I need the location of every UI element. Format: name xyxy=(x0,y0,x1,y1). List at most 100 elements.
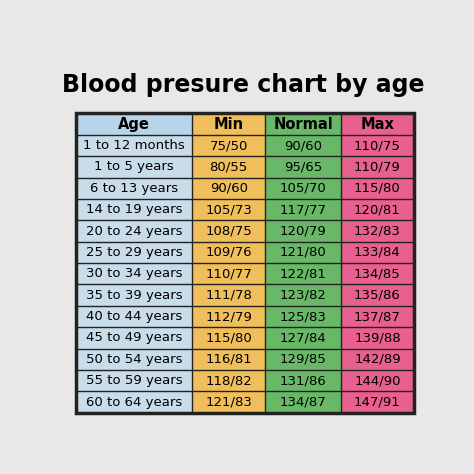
Bar xyxy=(265,284,341,306)
Bar xyxy=(341,284,414,306)
Bar xyxy=(192,284,265,306)
Text: 121/80: 121/80 xyxy=(280,246,327,259)
Text: 110/79: 110/79 xyxy=(354,160,401,173)
Text: 110/77: 110/77 xyxy=(205,267,252,280)
Text: 135/86: 135/86 xyxy=(354,289,401,301)
Text: 75/50: 75/50 xyxy=(210,139,248,152)
Text: 50 to 54 years: 50 to 54 years xyxy=(86,353,182,366)
Text: 40 to 44 years: 40 to 44 years xyxy=(86,310,182,323)
Bar xyxy=(265,392,341,413)
Bar xyxy=(341,178,414,199)
Bar xyxy=(265,178,341,199)
Bar xyxy=(265,156,341,178)
Bar xyxy=(265,242,341,263)
Bar xyxy=(192,392,265,413)
Text: 117/77: 117/77 xyxy=(280,203,327,216)
Text: Min: Min xyxy=(214,117,244,132)
Text: 131/86: 131/86 xyxy=(280,374,327,387)
Text: 134/85: 134/85 xyxy=(354,267,401,280)
Bar xyxy=(341,370,414,392)
Text: 122/81: 122/81 xyxy=(280,267,327,280)
Bar xyxy=(192,199,265,220)
Bar xyxy=(265,306,341,327)
Text: Blood presure chart by age: Blood presure chart by age xyxy=(62,73,424,97)
Text: 90/60: 90/60 xyxy=(284,139,322,152)
Text: 115/80: 115/80 xyxy=(354,182,401,195)
Bar xyxy=(76,113,192,135)
Text: 1 to 5 years: 1 to 5 years xyxy=(94,160,174,173)
Text: 139/88: 139/88 xyxy=(354,331,401,345)
Bar xyxy=(341,306,414,327)
Text: 109/76: 109/76 xyxy=(205,246,252,259)
Text: 112/79: 112/79 xyxy=(205,310,252,323)
Text: Age: Age xyxy=(118,117,150,132)
Bar xyxy=(76,113,414,413)
Text: 129/85: 129/85 xyxy=(280,353,327,366)
Text: 60 to 64 years: 60 to 64 years xyxy=(86,395,182,409)
Bar xyxy=(265,327,341,348)
Text: 132/83: 132/83 xyxy=(354,225,401,237)
Text: 105/70: 105/70 xyxy=(280,182,327,195)
Text: 111/78: 111/78 xyxy=(205,289,252,301)
Text: 142/89: 142/89 xyxy=(354,353,401,366)
Bar xyxy=(341,113,414,135)
Bar xyxy=(265,113,341,135)
Bar xyxy=(192,242,265,263)
Text: 105/73: 105/73 xyxy=(205,203,252,216)
Text: 147/91: 147/91 xyxy=(354,395,401,409)
Bar xyxy=(76,348,192,370)
Bar xyxy=(341,220,414,242)
Text: 45 to 49 years: 45 to 49 years xyxy=(86,331,182,345)
Bar xyxy=(341,156,414,178)
Bar xyxy=(265,370,341,392)
Text: 125/83: 125/83 xyxy=(280,310,327,323)
Text: 134/87: 134/87 xyxy=(280,395,327,409)
Text: 144/90: 144/90 xyxy=(354,374,401,387)
Text: 133/84: 133/84 xyxy=(354,246,401,259)
Bar xyxy=(76,199,192,220)
Text: 127/84: 127/84 xyxy=(280,331,327,345)
Text: Normal: Normal xyxy=(273,117,333,132)
Bar xyxy=(341,392,414,413)
Text: 120/81: 120/81 xyxy=(354,203,401,216)
Bar xyxy=(192,156,265,178)
Bar xyxy=(192,220,265,242)
Text: 30 to 34 years: 30 to 34 years xyxy=(86,267,182,280)
Bar xyxy=(265,199,341,220)
Bar xyxy=(265,348,341,370)
Text: 35 to 39 years: 35 to 39 years xyxy=(86,289,182,301)
Text: 20 to 24 years: 20 to 24 years xyxy=(86,225,182,237)
Bar xyxy=(76,263,192,284)
Text: 116/81: 116/81 xyxy=(205,353,252,366)
Text: 115/80: 115/80 xyxy=(205,331,252,345)
Bar xyxy=(76,178,192,199)
Bar xyxy=(76,284,192,306)
Bar xyxy=(265,135,341,156)
Text: 6 to 13 years: 6 to 13 years xyxy=(90,182,178,195)
Bar xyxy=(192,113,265,135)
Bar xyxy=(341,327,414,348)
Bar xyxy=(192,178,265,199)
Text: 137/87: 137/87 xyxy=(354,310,401,323)
Bar xyxy=(76,370,192,392)
Text: 90/60: 90/60 xyxy=(210,182,248,195)
Bar xyxy=(76,156,192,178)
Text: Max: Max xyxy=(360,117,394,132)
Text: 1 to 12 months: 1 to 12 months xyxy=(83,139,185,152)
Text: 120/79: 120/79 xyxy=(280,225,327,237)
Text: 80/55: 80/55 xyxy=(210,160,248,173)
Bar xyxy=(76,327,192,348)
Bar xyxy=(265,263,341,284)
Text: 55 to 59 years: 55 to 59 years xyxy=(86,374,182,387)
Text: 121/83: 121/83 xyxy=(205,395,252,409)
Bar xyxy=(76,135,192,156)
Bar xyxy=(341,263,414,284)
Bar xyxy=(192,263,265,284)
Bar xyxy=(341,348,414,370)
Bar xyxy=(265,220,341,242)
Bar xyxy=(341,199,414,220)
Bar xyxy=(192,348,265,370)
Bar xyxy=(192,135,265,156)
Bar xyxy=(76,242,192,263)
Text: 95/65: 95/65 xyxy=(284,160,322,173)
